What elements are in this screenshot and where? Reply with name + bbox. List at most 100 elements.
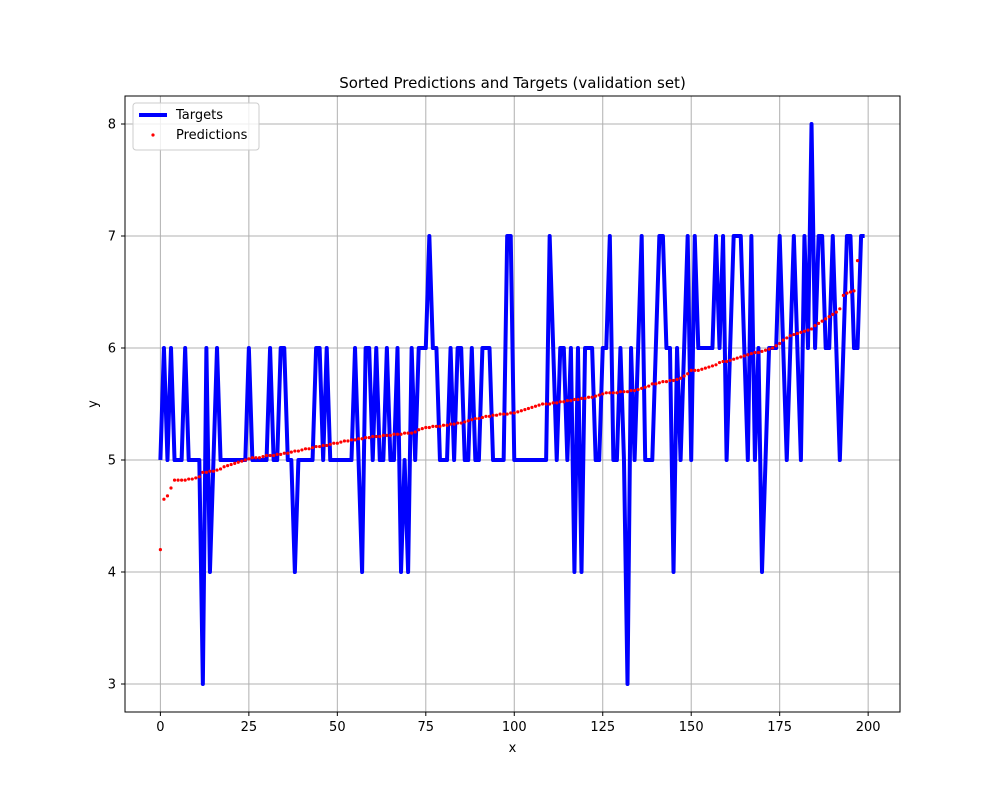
prediction-point	[767, 347, 771, 351]
prediction-point	[356, 437, 361, 441]
prediction-point	[201, 470, 205, 474]
prediction-point	[629, 388, 633, 393]
prediction-point	[417, 428, 421, 432]
prediction-point	[824, 317, 828, 321]
prediction-point	[268, 453, 272, 458]
prediction-point	[399, 432, 403, 436]
prediction-point	[717, 360, 722, 365]
prediction-point	[229, 462, 233, 467]
prediction-point	[686, 372, 690, 376]
prediction-point	[841, 293, 845, 297]
prediction-point	[565, 399, 569, 403]
prediction-point	[456, 421, 460, 425]
x-tick-label: 0	[156, 720, 164, 735]
prediction-point	[820, 319, 824, 323]
y-tick-label: 8	[108, 118, 116, 133]
prediction-point	[487, 414, 492, 418]
prediction-point	[233, 461, 237, 465]
prediction-point	[328, 442, 332, 446]
prediction-point	[247, 457, 251, 461]
prediction-point	[367, 436, 371, 440]
prediction-point	[286, 451, 290, 455]
prediction-point	[753, 350, 757, 355]
prediction-point	[410, 431, 414, 435]
prediction-point	[763, 348, 768, 352]
legend: Targets Predictions	[132, 102, 260, 151]
x-tick-label: 150	[679, 720, 704, 735]
prediction-point	[579, 396, 584, 400]
prediction-point	[275, 452, 279, 456]
prediction-point	[349, 438, 354, 442]
prediction-point	[834, 310, 838, 314]
prediction-point	[597, 393, 601, 397]
prediction-point	[739, 355, 743, 359]
prediction-point	[732, 357, 736, 361]
prediction-point	[742, 354, 746, 358]
prediction-point	[307, 447, 311, 451]
prediction-point	[827, 315, 831, 319]
prediction-point	[725, 359, 729, 364]
prediction-point	[473, 416, 477, 421]
prediction-point	[533, 404, 538, 408]
prediction-point	[190, 477, 194, 481]
prediction-point	[636, 387, 640, 392]
tick-layer: 0 25 50 75 100 125 150 175 200 3 4 5 6 7 8	[108, 118, 881, 736]
prediction-point	[537, 403, 541, 407]
prediction-point	[318, 444, 322, 449]
prediction-point	[622, 390, 626, 394]
prediction-point	[502, 412, 506, 416]
prediction-point	[360, 437, 364, 441]
prediction-point	[420, 427, 424, 431]
prediction-point	[158, 548, 162, 552]
y-tick-label: 7	[108, 230, 116, 245]
prediction-point	[802, 329, 807, 333]
y-axis-label: y	[86, 400, 101, 408]
prediction-point	[756, 350, 761, 355]
prediction-point	[296, 449, 300, 453]
prediction-point	[813, 324, 817, 328]
prediction-point	[183, 478, 187, 482]
prediction-point	[590, 395, 594, 399]
prediction-point	[395, 432, 400, 436]
prediction-point	[314, 444, 318, 449]
x-tick-label: 25	[241, 720, 258, 735]
prediction-point	[293, 449, 297, 453]
prediction-point	[569, 399, 573, 403]
prediction-point	[809, 327, 814, 331]
prediction-point	[689, 368, 693, 372]
prediction-point	[632, 388, 637, 393]
prediction-point	[562, 400, 566, 404]
prediction-point	[300, 448, 304, 452]
prediction-point	[264, 453, 269, 458]
prediction-point	[640, 386, 644, 390]
x-tick-label: 100	[502, 720, 527, 735]
prediction-point	[448, 422, 453, 426]
prediction-point	[516, 410, 520, 414]
prediction-point	[254, 456, 258, 460]
prediction-point	[310, 446, 315, 450]
prediction-point	[647, 384, 651, 388]
prediction-point	[586, 395, 591, 399]
prediction-point	[735, 356, 739, 360]
prediction-point	[194, 476, 198, 480]
prediction-point	[346, 439, 350, 443]
prediction-point	[402, 431, 407, 435]
prediction-point	[279, 452, 283, 456]
prediction-point	[226, 464, 230, 468]
prediction-point	[618, 390, 623, 394]
prediction-point	[714, 363, 718, 367]
prediction-point	[303, 447, 308, 451]
prediction-point	[760, 349, 764, 353]
prediction-point	[788, 334, 792, 338]
prediction-point	[615, 391, 619, 395]
x-axis-label: x	[509, 741, 517, 756]
prediction-point	[342, 439, 347, 443]
prediction-point	[392, 432, 396, 436]
targets-line	[158, 122, 865, 686]
prediction-point	[523, 408, 527, 412]
prediction-point	[771, 346, 775, 350]
prediction-point	[526, 406, 531, 411]
x-tick-label: 125	[590, 720, 615, 735]
